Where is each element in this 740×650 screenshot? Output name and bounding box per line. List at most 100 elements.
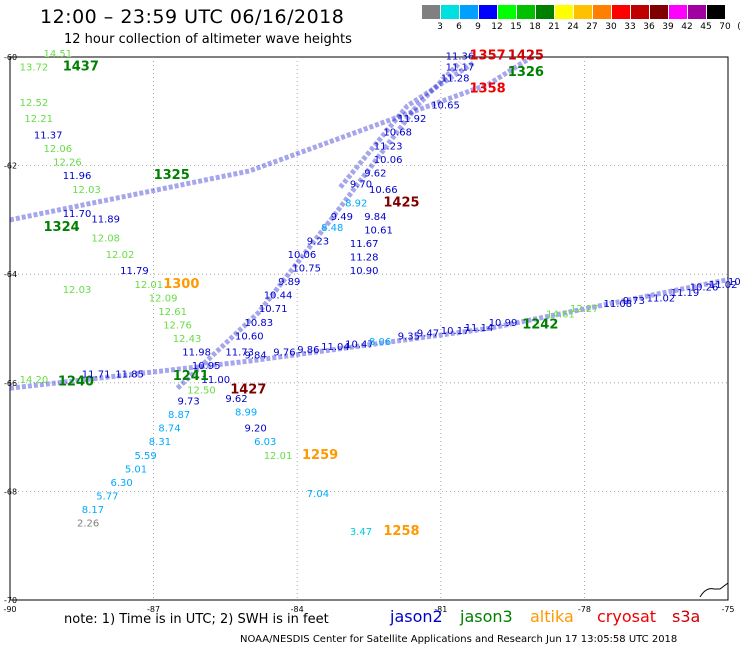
wave-height-label: 14.51 xyxy=(44,49,73,60)
scale-label: 21 xyxy=(548,22,560,32)
wave-height-label: 12.50 xyxy=(187,386,216,397)
wave-height-label: 12.01 xyxy=(135,280,164,291)
wave-height-label: 9.84 xyxy=(245,350,267,361)
wave-height-label: 12.06 xyxy=(44,144,73,155)
wave-height-label: 11.92 xyxy=(398,114,427,125)
wave-height-label: 11.02 xyxy=(647,293,676,304)
wave-height-label: 10.61 xyxy=(364,226,393,237)
wave-height-label: 8.74 xyxy=(158,424,180,435)
wave-height-label: 10.06 xyxy=(374,155,403,166)
wave-height-label: 8.87 xyxy=(168,410,190,421)
wave-height-label: 10.90 xyxy=(350,266,379,277)
wave-height-label: 11.00 xyxy=(202,375,231,386)
scale-label: (ft) xyxy=(735,22,740,32)
pass-time-label: 1437 xyxy=(63,60,99,75)
wave-height-label: 8.99 xyxy=(235,407,257,418)
wave-height-label: 10.26 xyxy=(690,283,719,294)
wave-height-label: 5.77 xyxy=(96,492,118,503)
wave-height-label: 12.03 xyxy=(72,185,101,196)
lon-tick-label: -81 xyxy=(434,605,447,614)
wave-height-label: 11.89 xyxy=(91,215,120,226)
wave-height-label: 9.62 xyxy=(225,394,247,405)
pass-time-label: 1358 xyxy=(470,81,506,96)
wave-height-label: 8.06 xyxy=(369,337,391,348)
legend-item-altika: altika xyxy=(530,607,574,626)
wave-height-label: 9.62 xyxy=(364,169,386,180)
legend-item-s3a: s3a xyxy=(672,607,701,626)
legend-item-cryosat: cryosat xyxy=(597,607,657,626)
wave-height-label: 10.09 xyxy=(728,277,740,288)
lon-tick-label: -78 xyxy=(578,605,591,614)
wave-height-label: 11.17 xyxy=(446,63,475,74)
wave-height-label: 12.21 xyxy=(24,114,53,125)
wave-height-label: 10.71 xyxy=(259,304,288,315)
wave-height-label: 8.92 xyxy=(345,198,367,209)
scale-label: 30 xyxy=(605,22,617,32)
wave-height-label: 11.19 xyxy=(671,288,700,299)
wave-height-label: 14.20 xyxy=(20,375,49,386)
altimeter-track xyxy=(9,54,534,223)
lat-tick-label: -66 xyxy=(4,379,17,388)
wave-height-label: 9.20 xyxy=(245,424,267,435)
scale-label: 36 xyxy=(643,22,655,32)
scale-swatch xyxy=(555,5,573,19)
pass-time-label: 1357 xyxy=(470,49,506,64)
pass-time-label: 1242 xyxy=(522,318,558,333)
scale-swatch xyxy=(593,5,611,19)
wave-height-label: 8.17 xyxy=(82,505,104,516)
wave-height-label: 11.36 xyxy=(446,52,475,63)
pass-time-label: 1241 xyxy=(173,369,209,384)
lat-tick-label: -62 xyxy=(4,162,17,171)
wave-height-label: 5.01 xyxy=(125,464,147,475)
page-title: 12:00 – 23:59 UTC 06/16/2018 xyxy=(40,6,345,28)
altimeter-track xyxy=(9,277,729,391)
lon-tick-label: -90 xyxy=(3,605,16,614)
scale-swatch xyxy=(498,5,516,19)
wave-height-label: 12.76 xyxy=(163,321,192,332)
pass-time-label: 1324 xyxy=(44,220,80,235)
wave-height-label: 11.02 xyxy=(709,280,738,291)
wave-height-label: 8.31 xyxy=(149,437,171,448)
wave-height-label: 6.03 xyxy=(254,437,276,448)
wave-height-label: 12.27 xyxy=(570,304,599,315)
wave-height-label: 5.59 xyxy=(135,451,157,462)
wave-height-label: 10.83 xyxy=(245,318,274,329)
lat-tick-label: -68 xyxy=(4,487,17,496)
scale-swatch xyxy=(631,5,649,19)
pass-time-label: 1326 xyxy=(508,65,544,80)
wave-height-label: 10.47 xyxy=(345,340,374,351)
wave-height-label: 9.23 xyxy=(307,236,329,247)
pass-time-label: 1258 xyxy=(383,524,419,539)
wave-height-label: 11.96 xyxy=(63,171,92,182)
wave-height-label: 10.65 xyxy=(431,101,460,112)
scale-swatch xyxy=(612,5,630,19)
wave-height-label: 11.70 xyxy=(63,209,92,220)
wave-height-label: 11.85 xyxy=(115,369,144,380)
wave-height-label: 9.35 xyxy=(398,331,420,342)
wave-height-label: 11.79 xyxy=(120,266,149,277)
wave-height-label: 2.26 xyxy=(77,519,99,530)
footnote: note: 1) Time is in UTC; 2) SWH is in fe… xyxy=(64,612,329,627)
wave-height-label: 12.09 xyxy=(149,293,178,304)
wave-height-label: 12.01 xyxy=(264,451,293,462)
wave-height-label: 11.14 xyxy=(465,323,494,334)
scale-label: 33 xyxy=(624,22,636,32)
wave-height-label: 12.43 xyxy=(173,334,202,345)
wave-height-label: 10.75 xyxy=(292,264,321,275)
pass-time-label: 1425 xyxy=(508,49,544,64)
wave-height-label: 10.95 xyxy=(192,361,221,372)
pass-time-label: 1259 xyxy=(302,448,338,463)
scale-label: 9 xyxy=(475,22,481,32)
wave-height-label: 9.84 xyxy=(364,212,386,223)
wave-height-label: 11.28 xyxy=(441,73,470,84)
wave-height-label: 9.73 xyxy=(178,397,200,408)
scale-swatch xyxy=(517,5,535,19)
wave-height-label: 10.68 xyxy=(383,128,412,139)
scale-label: 39 xyxy=(662,22,674,32)
map-frame xyxy=(9,56,729,601)
scale-label: 12 xyxy=(491,22,503,32)
scale-swatch xyxy=(536,5,554,19)
pass-time-label: 1300 xyxy=(163,277,199,292)
scale-label: 70 xyxy=(719,22,731,32)
